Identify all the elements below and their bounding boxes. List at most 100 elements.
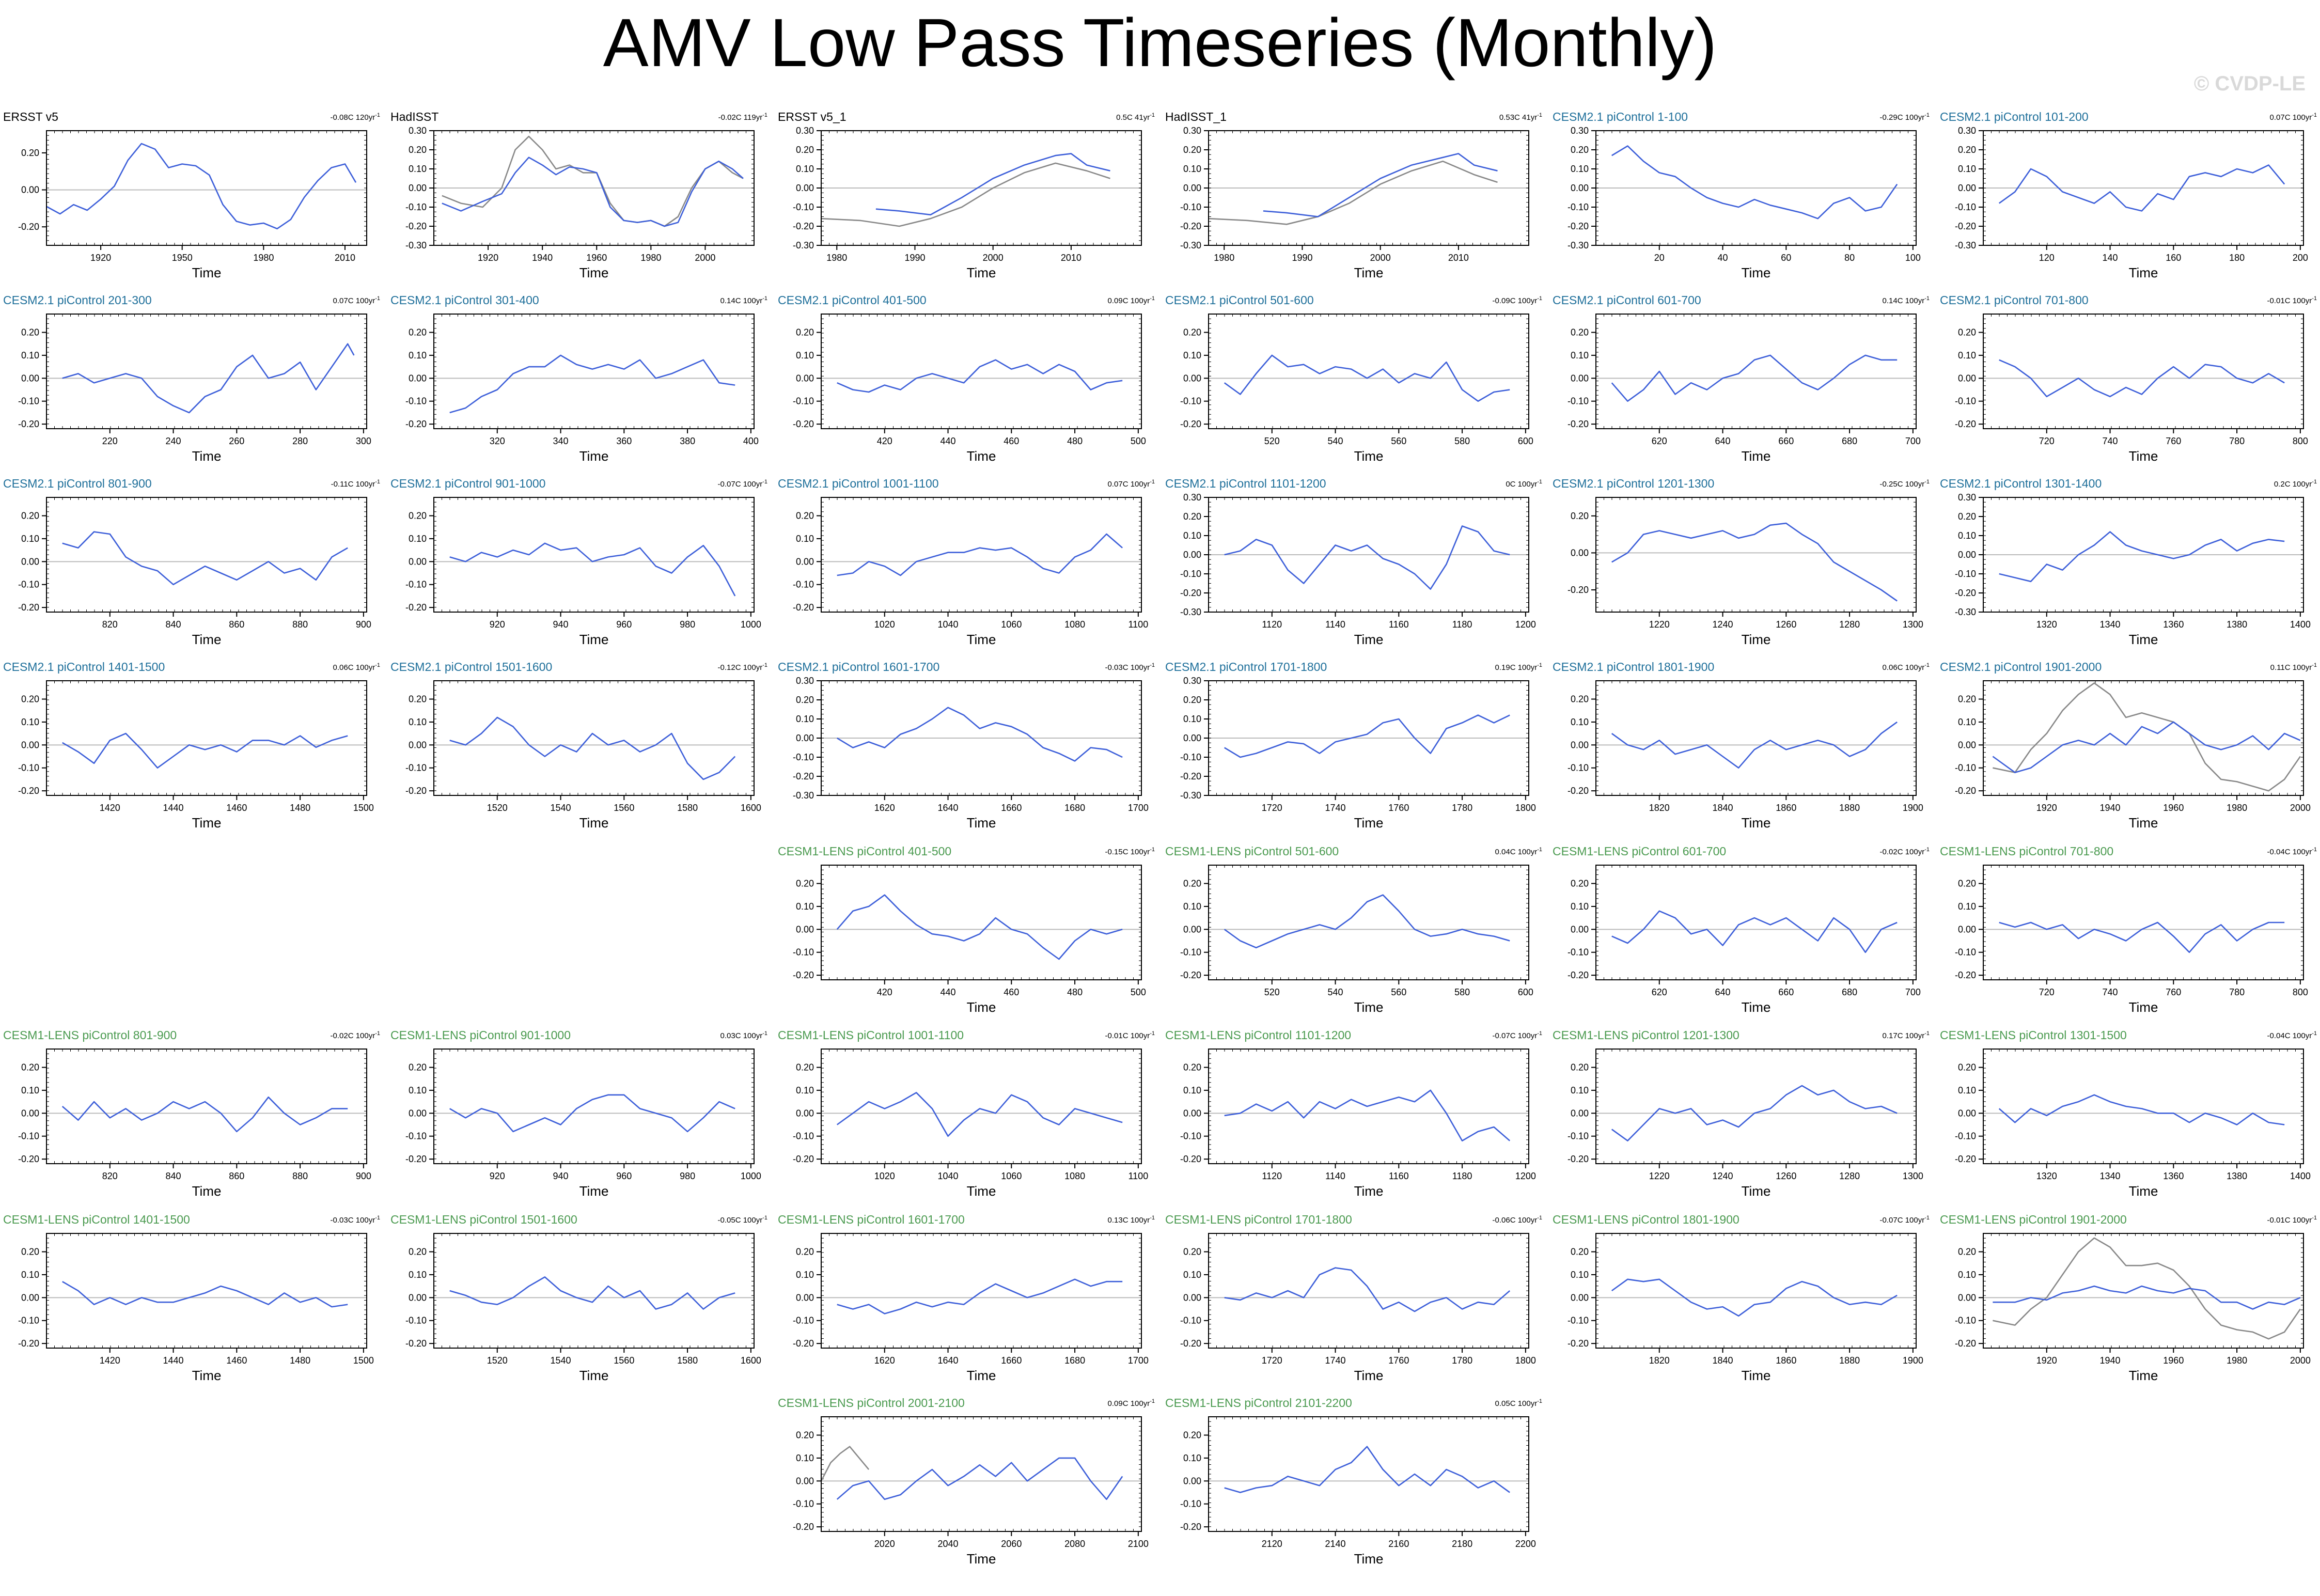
y-tick-label: -0.20 — [1567, 970, 1589, 980]
chart-plot: 0.20 0.10 0.00 -0.10 -0.20 520 540 560 580 600 Tim… — [1180, 865, 1533, 1015]
y-tick-label: -0.20 — [18, 419, 39, 429]
x-tick-label: 1540 — [551, 803, 571, 813]
y-tick-label: 0.00 — [409, 183, 427, 193]
chart-plot: 0.30 0.20 0.10 0.00 -0.10 -0.20 -0.30 1620 1640 1… — [793, 676, 1149, 831]
y-tick-label: 0.00 — [796, 733, 814, 743]
x-axis-label: Time — [1354, 1183, 1384, 1199]
trend-exponent: -1 — [2312, 112, 2317, 118]
x-tick-label: 1000 — [741, 1171, 761, 1181]
chart-panel: CESM2.1 piControl 401-500 0.09C 100yr-1 0.… — [775, 293, 1157, 467]
x-tick-label: 840 — [166, 1171, 181, 1181]
x-axis-label: Time — [967, 265, 996, 280]
chart-title: CESM1-LENS piControl 1001-1100 — [778, 1028, 964, 1042]
trend-exponent: -1 — [1150, 479, 1155, 485]
trend-value: -0.25C 100yr — [1879, 480, 1925, 489]
y-tick-label: 0.20 — [1958, 511, 1976, 522]
x-tick-label: 620 — [1652, 436, 1667, 446]
x-tick-label: 2000 — [1370, 253, 1391, 263]
trend-label: 0.07C 100yr-1 — [1108, 479, 1155, 489]
x-axis-label: Time — [579, 265, 609, 280]
y-tick-label: -0.20 — [1180, 771, 1201, 781]
y-tick-label: 0.20 — [1183, 879, 1201, 889]
y-tick-label: -0.10 — [793, 202, 814, 212]
model-series-line — [1611, 354, 1898, 402]
x-axis-label: Time — [1742, 265, 1771, 280]
x-axis-label: Time — [192, 448, 222, 464]
y-tick-label: -0.20 — [1567, 419, 1589, 429]
chart-title: CESM1-LENS piControl 901-1000 — [390, 1028, 571, 1042]
y-tick-label: 0.10 — [1958, 901, 1976, 912]
x-tick-label: 860 — [229, 1171, 244, 1181]
y-tick-label: -0.10 — [405, 396, 427, 406]
trend-value: -0.08C 120yr — [330, 113, 375, 122]
x-tick-label: 300 — [356, 436, 371, 446]
y-tick-label: 0.00 — [1183, 183, 1201, 193]
y-tick-label: 0.20 — [409, 694, 427, 705]
x-tick-label: 1980 — [1214, 253, 1234, 263]
y-tick-label: 0.20 — [1958, 694, 1976, 705]
chart-plot: 0.20 0.10 0.00 -0.10 -0.20 1020 1040 1060 1080 11… — [793, 497, 1148, 647]
chart-panel: CESM1-LENS piControl 801-900 -0.02C 100yr… — [0, 1028, 382, 1202]
x-tick-label: 400 — [743, 436, 759, 446]
y-tick-label: 0.00 — [796, 556, 814, 567]
x-tick-label: 720 — [2039, 987, 2055, 997]
chart-panel: CESM1-LENS piControl 1201-1300 0.17C 100y… — [1549, 1028, 1932, 1202]
y-tick-label: -0.20 — [405, 786, 427, 796]
trend-label: 0.5C 41yr-1 — [1116, 112, 1155, 122]
x-tick-label: 1300 — [1903, 619, 1923, 630]
chart-panel: CESM1-LENS piControl 701-800 -0.04C 100yr… — [1937, 844, 2319, 1019]
y-tick-label: 0.00 — [1571, 183, 1589, 193]
y-tick-label: 0.20 — [21, 511, 39, 521]
trend-value: -0.02C 100yr — [330, 1031, 375, 1040]
model-series-line — [62, 343, 355, 414]
y-tick-label: 0.20 — [21, 327, 39, 338]
trend-label: 0.03C 100yr-1 — [720, 1030, 768, 1040]
chart-panel: CESM2.1 piControl 301-400 0.14C 100yr-1 0.… — [387, 293, 770, 467]
plot-frame — [821, 314, 1142, 429]
y-tick-label: 0.10 — [1571, 350, 1589, 361]
chart-plot: 0.30 0.20 0.10 0.00 -0.10 -0.20 -0.30 1720 1740 1… — [1180, 676, 1536, 831]
x-tick-label: 1990 — [1292, 253, 1312, 263]
x-tick-label: 1960 — [586, 253, 607, 263]
y-tick-label: -0.10 — [18, 396, 39, 406]
x-tick-label: 1200 — [1515, 1171, 1536, 1181]
x-tick-label: 140 — [2103, 253, 2118, 263]
x-tick-label: 320 — [490, 436, 505, 446]
y-tick-label: 0.20 — [1571, 511, 1589, 521]
x-tick-label: 20 — [1654, 253, 1665, 263]
y-tick-label: -0.20 — [793, 221, 814, 231]
y-tick-label: 0.20 — [1183, 1062, 1201, 1073]
y-tick-label: -0.20 — [1567, 585, 1589, 595]
x-tick-label: 860 — [229, 619, 244, 630]
trend-value: 0.2C 100yr — [2274, 480, 2312, 489]
model-series-line — [1263, 153, 1498, 217]
y-tick-label: 0.20 — [796, 695, 814, 705]
x-axis-label: Time — [2129, 448, 2158, 464]
x-tick-label: 360 — [616, 436, 632, 446]
x-tick-label: 1180 — [1452, 1171, 1472, 1181]
observed-series-line — [442, 135, 744, 227]
model-series-line — [61, 1096, 348, 1133]
trend-exponent: -1 — [1537, 295, 1542, 302]
chart-panel: CESM2.1 piControl 901-1000 -0.07C 100yr-1… — [387, 477, 770, 651]
chart-plot: 0.20 0.00 -0.20 1220 1240 1260 1280 1300 Time — [1567, 497, 1923, 647]
trend-value: -0.02C 119yr — [718, 113, 763, 122]
page-title: AMV Low Pass Timeseries (Monthly) — [603, 5, 1717, 81]
y-tick-label: 0.00 — [1958, 924, 1976, 934]
plot-frame — [1983, 865, 2304, 980]
x-tick-label: 1100 — [1128, 1171, 1149, 1181]
x-tick-label: 1260 — [1776, 619, 1796, 630]
y-tick-label: -0.30 — [1955, 607, 1976, 617]
y-tick-label: 0.10 — [796, 1085, 814, 1096]
y-tick-label: -0.30 — [1180, 240, 1201, 251]
x-tick-label: 780 — [2229, 436, 2245, 446]
x-tick-label: 980 — [680, 619, 695, 630]
x-tick-label: 880 — [292, 619, 308, 630]
y-tick-label: 0.00 — [1183, 733, 1201, 743]
chart-title: CESM2.1 piControl 1701-1800 — [1165, 660, 1327, 674]
y-tick-label: -0.30 — [793, 790, 814, 801]
chart-plot: 0.20 0.10 0.00 -0.10 -0.20 620 640 660 680 700 Tim… — [1567, 865, 1921, 1015]
x-tick-label: 1680 — [1064, 803, 1085, 813]
x-tick-label: 1360 — [2163, 619, 2184, 630]
x-tick-label: 1340 — [2100, 619, 2121, 630]
